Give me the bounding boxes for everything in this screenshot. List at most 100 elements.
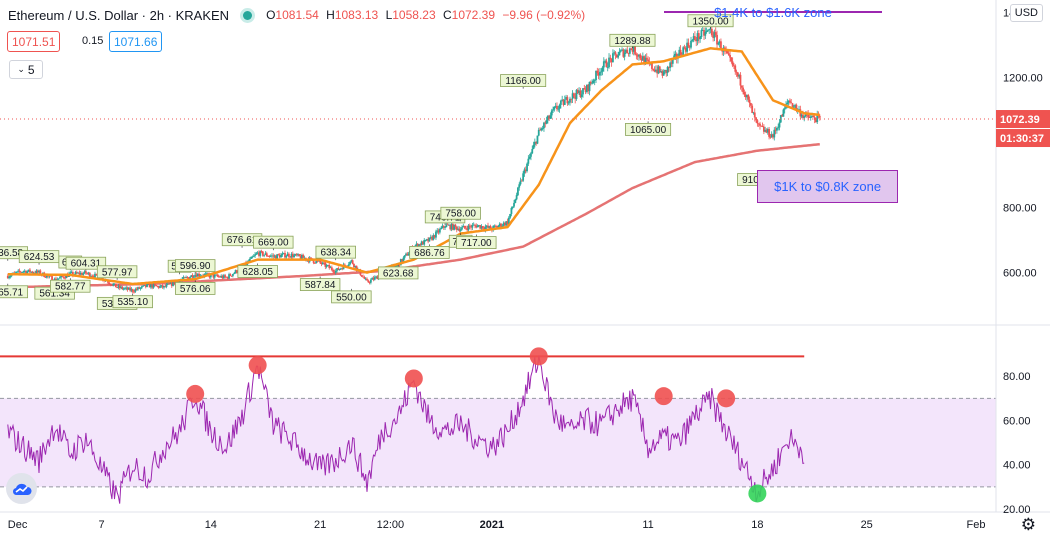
candle-body — [510, 207, 513, 214]
candle-body — [117, 285, 120, 288]
annotation-box — [440, 206, 481, 220]
candle-body — [251, 256, 254, 258]
candle-body — [424, 239, 427, 241]
rsi-top-marker[interactable] — [248, 356, 267, 375]
candle-body — [428, 237, 431, 242]
candle-body — [90, 276, 92, 277]
candle-body — [627, 52, 630, 54]
ohlc-values: O1081.54 H1083.13 L1058.23 C1072.39 −9.9… — [262, 8, 585, 22]
spread-value: 0.15 — [82, 35, 104, 47]
candle-body — [596, 70, 599, 73]
candle-body — [610, 58, 613, 63]
lower-support-zone[interactable]: $1K to $0.8K zone — [757, 170, 898, 203]
candle-body — [472, 224, 475, 226]
cloud-icon — [12, 483, 32, 495]
candle-body — [520, 180, 523, 182]
candle-body — [619, 50, 622, 52]
countdown-badge — [996, 129, 1050, 148]
indicators-toggle-button[interactable]: ⌄ 5 — [9, 60, 43, 79]
candle-body — [219, 276, 221, 278]
candle-body — [730, 57, 733, 62]
candle-body — [488, 226, 491, 228]
low-key: L — [385, 8, 393, 22]
candle-body — [39, 270, 42, 275]
annotation-box — [315, 245, 356, 259]
currency-button[interactable]: USD — [1009, 4, 1043, 22]
candle-body — [436, 230, 439, 232]
candle-body — [527, 158, 530, 164]
candle-body — [327, 265, 329, 266]
candle-body — [725, 50, 728, 52]
sell-price-button[interactable]: 1071.51 — [7, 31, 61, 52]
candle-body — [71, 272, 74, 276]
candle-body — [458, 228, 461, 232]
candle-body — [666, 67, 669, 73]
rsi-top-marker[interactable] — [717, 389, 736, 408]
candle-body — [173, 281, 176, 285]
candle-body — [433, 235, 436, 238]
candle-body — [586, 84, 588, 92]
candle-body — [316, 260, 319, 262]
candle-body — [699, 37, 702, 40]
gear-icon[interactable]: ⚙ — [1020, 515, 1036, 534]
candle-body — [645, 57, 648, 60]
candle-body — [670, 62, 673, 64]
candle-body — [273, 255, 276, 257]
candle-body — [589, 81, 592, 84]
candle-body — [38, 270, 40, 273]
candle-body — [602, 61, 605, 68]
candle-body — [536, 135, 539, 144]
rsi-top-marker[interactable] — [186, 384, 205, 403]
candle-body — [513, 202, 515, 207]
candle-body — [44, 276, 47, 278]
candle-body — [638, 54, 640, 57]
candle-body — [701, 30, 704, 31]
candle-body — [450, 224, 453, 230]
candle-body — [168, 283, 171, 285]
candle-body — [454, 224, 457, 227]
candle-body — [769, 136, 772, 138]
candle-body — [57, 278, 60, 280]
annotation-box — [112, 295, 153, 309]
upper-target-zone[interactable]: $1.4K to $1.6K zone — [663, 5, 883, 20]
rsi-bottom-marker[interactable] — [748, 484, 767, 503]
candle-body — [762, 126, 765, 132]
candle-body — [324, 262, 327, 267]
rsi-pane[interactable] — [0, 347, 996, 504]
annotation-label: 676.61 — [227, 235, 258, 246]
candle-body — [284, 252, 286, 258]
low-value: 1058.23 — [392, 8, 436, 22]
candle-body — [643, 56, 646, 65]
candle-body — [165, 284, 168, 287]
rsi-top-marker[interactable] — [529, 347, 548, 366]
candle-body — [708, 29, 711, 31]
rsi-top-marker[interactable] — [404, 369, 423, 388]
upper-zone-label: $1.4K to $1.6K zone — [714, 4, 832, 20]
candle-body — [209, 274, 212, 278]
candle-body — [579, 90, 582, 97]
candle-body — [336, 268, 338, 271]
candle-body — [556, 105, 558, 110]
candle-body — [250, 256, 253, 259]
symbol-title[interactable]: Ethereum / U.S. Dollar · 2h · KRAKEN — [8, 7, 230, 23]
candle-body — [615, 54, 618, 58]
candle-body — [749, 102, 752, 106]
buy-price-button[interactable]: 1071.66 — [109, 31, 163, 52]
candle-body — [337, 268, 340, 271]
candle-body — [256, 252, 259, 254]
candle-body — [634, 45, 636, 55]
tradingview-logo-icon[interactable] — [6, 473, 37, 504]
candle-body — [632, 45, 635, 52]
candle-body — [804, 113, 807, 117]
rsi-top-marker[interactable] — [654, 387, 673, 406]
candle-body — [340, 268, 342, 270]
candle-body — [480, 226, 483, 229]
candle-body — [268, 256, 271, 258]
annotation-box — [237, 265, 278, 278]
candle-body — [667, 67, 670, 68]
price-pane[interactable]: 636.58624.53608604.31577.97595596.90676.… — [0, 14, 996, 310]
candle-body — [217, 276, 220, 278]
candle-body — [321, 262, 324, 264]
candle-body — [566, 97, 569, 104]
